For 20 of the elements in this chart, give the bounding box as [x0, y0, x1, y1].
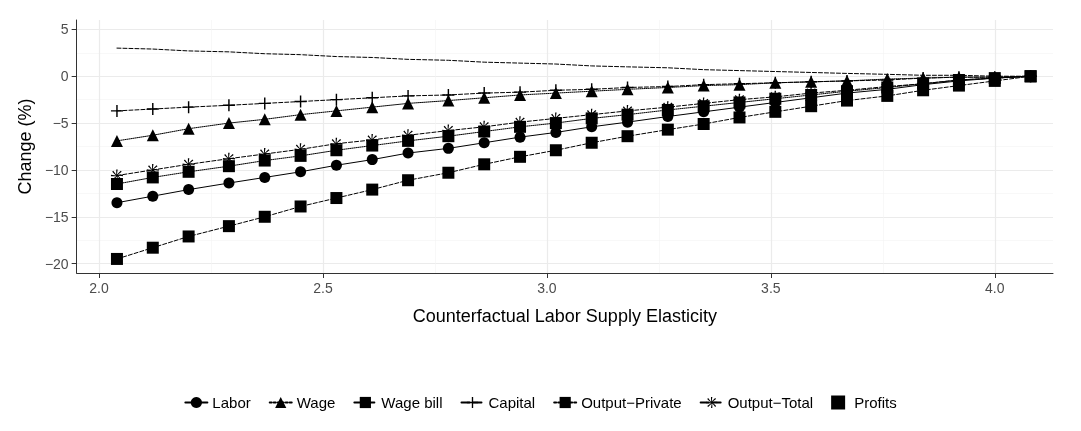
x-tick-label: 3.5 — [761, 280, 781, 296]
legend-label: Labor — [212, 394, 251, 411]
y-tick-label: −10 — [44, 161, 69, 178]
legend-label: Wage bill — [381, 394, 443, 411]
legend-label: Output−Private — [581, 394, 682, 411]
legend-label: Wage — [296, 394, 336, 411]
y-tick-label: −20 — [44, 255, 69, 272]
x-tick-label: 3.0 — [537, 280, 557, 296]
legend-label: Capital — [488, 394, 536, 411]
y-tick-label: 5 — [60, 21, 69, 38]
x-tick-label: 4.0 — [985, 280, 1005, 296]
y-tick-label: −15 — [44, 208, 69, 225]
x-tick-label: 2.0 — [89, 280, 109, 296]
legend-label: Profits — [854, 394, 897, 411]
y-axis-title: Change (%) — [15, 98, 35, 195]
legend-label: Output−Total — [727, 394, 814, 411]
x-tick-label: 2.5 — [313, 280, 333, 296]
x-axis-title: Counterfactual Labor Supply Elasticity — [412, 306, 717, 326]
y-tick-label: 0 — [60, 68, 69, 85]
y-tick-label: −5 — [52, 115, 69, 132]
